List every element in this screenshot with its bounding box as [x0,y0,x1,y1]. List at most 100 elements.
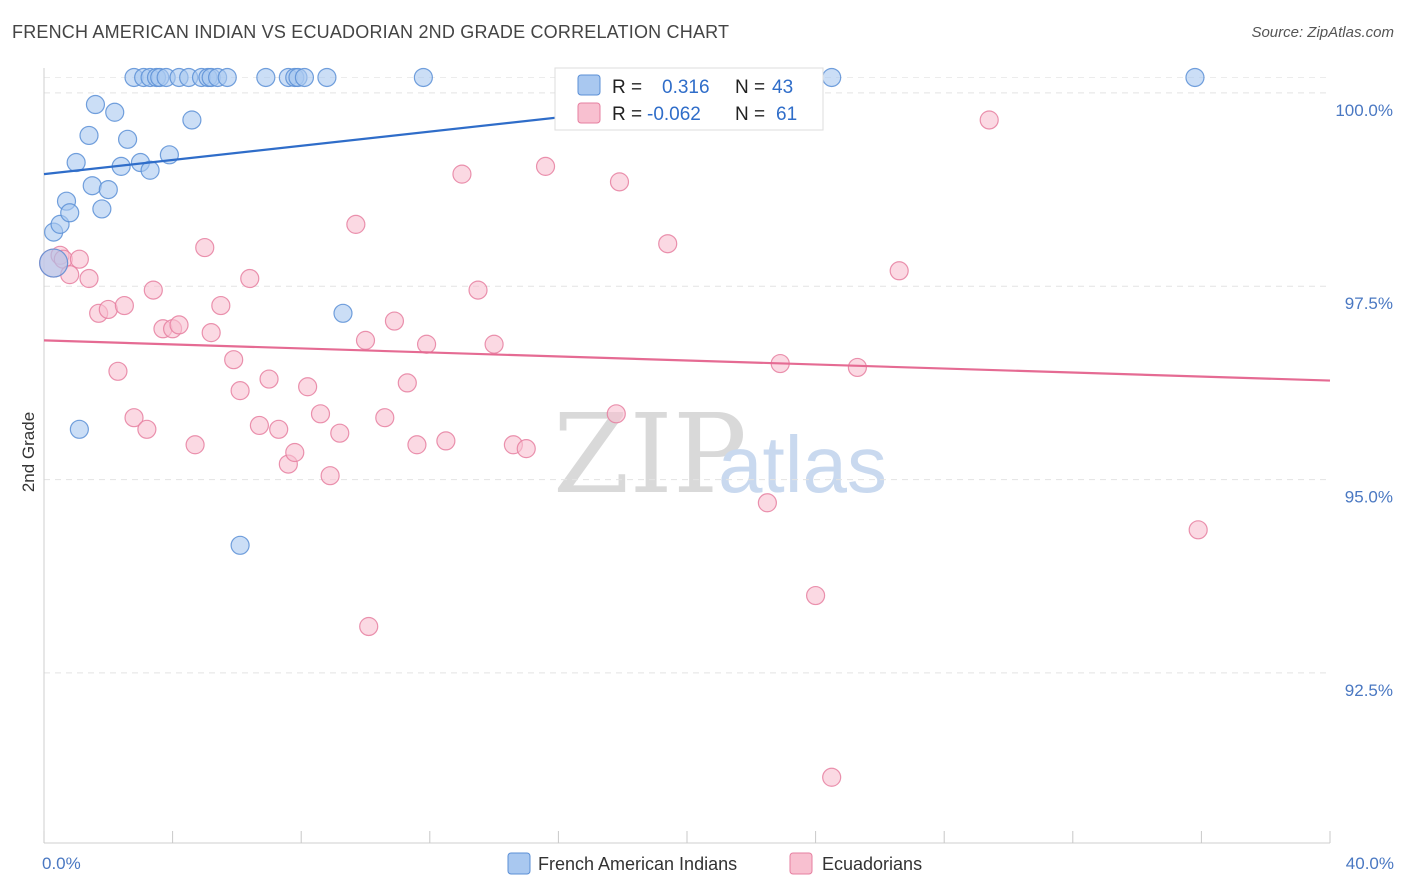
data-point [397,373,417,393]
stats-row-blue: R = 0.316 N = 43 [577,74,793,98]
data-point [39,248,69,278]
data-point [979,110,999,130]
chart-title: FRENCH AMERICAN INDIAN VS ECUADORIAN 2ND… [12,22,730,42]
data-point [822,67,842,88]
data-point [317,67,337,88]
stats-r-value: 0.316 [662,77,710,98]
data-point [117,129,138,149]
data-point [201,323,221,343]
data-point [217,67,237,88]
data-point [416,334,437,354]
data-point [535,156,556,176]
data-point [805,585,826,606]
data-point [609,172,630,192]
data-point [249,415,270,436]
data-point [79,125,99,146]
data-point [330,423,350,443]
data-point [320,466,340,486]
y-tick-label: 97.5% [1345,294,1393,313]
data-point [285,442,305,463]
data-point [230,535,250,555]
watermark-atlas: atlas [718,420,887,509]
data-point [847,357,867,378]
data-point [1185,67,1205,88]
legend-swatch-ecuadorians [789,852,813,875]
data-point [259,369,279,389]
data-point [452,164,472,184]
data-point [333,303,353,323]
data-point [346,214,366,234]
data-point [98,179,118,200]
data-point [108,361,128,381]
data-point [195,237,215,258]
legend-label-ecuadorians: Ecuadorians [822,854,922,874]
data-point [413,67,433,88]
watermark-zip: ZIP [553,390,747,518]
data-point [822,767,842,787]
data-point [516,439,536,459]
data-point [182,110,202,130]
legend-swatch-french-american-indians [507,852,531,875]
data-point [294,67,315,88]
data-point [230,381,250,401]
data-point [98,299,118,320]
data-point [384,311,405,331]
data-point [92,199,112,219]
data-point [468,280,488,300]
stats-row-pink: R = -0.062 N = 61 [577,102,797,125]
stats-n-value: 61 [776,104,797,125]
data-point [269,419,289,439]
x-tick-label: 0.0% [42,854,81,873]
data-point [169,315,189,335]
data-point [69,249,89,269]
data-point [137,419,157,439]
stats-r-label: R = [612,104,642,125]
axes: 100.0% 97.5% 95.0% 92.5% 0.0% 40.0% 2nd Grade [19,68,1394,873]
stats-r-label: R = [612,77,642,98]
data-point [85,94,106,115]
trend-lines [43,87,1331,382]
data-point [359,616,379,637]
stats-r-value: -0.062 [647,104,701,125]
data-point [606,404,626,424]
legend: French American Indians Ecuadorians [507,852,922,875]
stats-swatch-blue [577,74,601,96]
x-tick-label: 40.0% [1346,854,1394,873]
data-point [1188,520,1208,540]
data-point [69,419,89,439]
stats-n-label: N = [735,77,765,98]
series-french-american-indians [39,67,1205,555]
data-point [757,493,777,513]
data-point [889,261,909,281]
data-point [298,377,318,397]
data-point [310,404,331,424]
stats-box: R = 0.316 N = 43 R = -0.062 N = 61 [554,67,824,131]
y-tick-label: 92.5% [1345,681,1393,700]
data-point [124,408,144,428]
data-point [79,268,99,289]
data-point [375,408,395,428]
stats-swatch-pink [577,102,601,124]
data-point [114,295,134,316]
data-point [211,295,231,316]
source-credit: Source: ZipAtlas.com [1251,24,1394,41]
legend-label-french-american-indians: French American Indians [538,854,737,874]
stats-n-value: 43 [772,77,793,98]
y-axis-label: 2nd Grade [19,412,38,492]
stats-n-label: N = [735,104,765,125]
data-point [355,330,376,350]
data-point [60,203,80,223]
data-point [143,280,163,300]
trend-line-ecuadorians [43,339,1331,382]
data-point [224,350,244,370]
data-point [185,435,205,455]
data-point [436,431,456,451]
data-point [105,102,125,122]
y-tick-label: 100.0% [1335,101,1393,120]
data-point [140,160,160,180]
data-point [484,334,504,354]
y-tick-label: 95.0% [1345,488,1393,507]
data-point [82,176,102,196]
data-point [256,67,276,88]
